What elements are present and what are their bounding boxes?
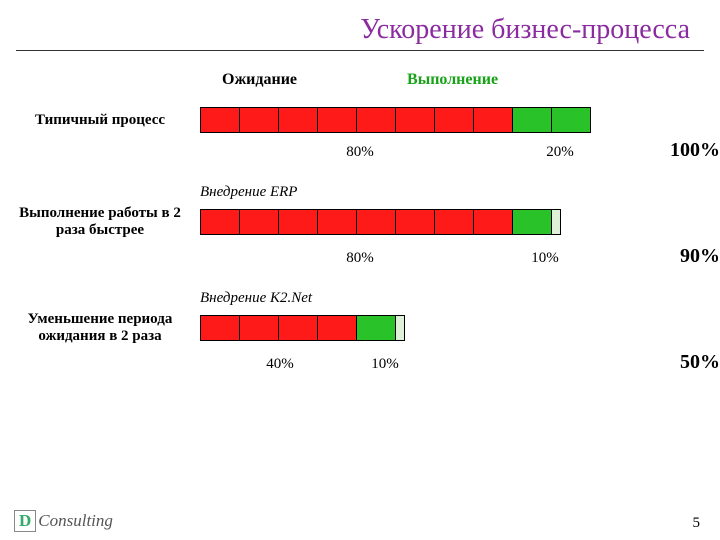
- bar-wrap: [200, 209, 560, 235]
- bar: [200, 315, 404, 341]
- bar-cell: [512, 107, 552, 133]
- row-label: Выполнение работы в 2 раза быстрее: [0, 205, 200, 239]
- row-total: 90%: [650, 245, 720, 268]
- sub-right-pct: 20%: [520, 144, 600, 161]
- sub-right-pct: 10%: [520, 250, 570, 267]
- row-total: 100%: [650, 139, 720, 162]
- bar-cell: [356, 315, 396, 341]
- bar-cell: [278, 107, 318, 133]
- bar-cell: [473, 209, 513, 235]
- section-label: Внедрение ERP: [200, 184, 720, 201]
- bar-wrap: [200, 315, 404, 341]
- legend-wait-label: Ожидание: [222, 71, 297, 89]
- chart-row: Выполнение работы в 2 раза быстрее: [0, 205, 720, 239]
- bar-cell: [395, 107, 435, 133]
- bar-wrap: [200, 107, 590, 133]
- page-number: 5: [693, 515, 701, 532]
- chart-rows: Типичный процесс80%20%100%Внедрение ERPВ…: [0, 107, 720, 374]
- logo: DConsulting: [14, 510, 113, 532]
- sub-left-pct: 80%: [200, 144, 520, 161]
- sub-left-pct: 40%: [200, 356, 360, 373]
- logo-text: Consulting: [38, 511, 113, 530]
- bar-cell: [551, 209, 561, 235]
- bar: [200, 209, 560, 235]
- bar-cell: [317, 107, 357, 133]
- chart-row: Уменьшение периода ожидания в 2 раза: [0, 311, 720, 345]
- bar-cell: [239, 209, 279, 235]
- sub-row: 80%10% 90%: [0, 245, 720, 268]
- page-title: Ускорение бизнес-процесса: [0, 0, 720, 50]
- sub-row: 40%10% 50%: [0, 351, 720, 374]
- footer: DConsulting 5: [14, 510, 700, 532]
- bar-cell: [356, 107, 396, 133]
- row-label: Типичный процесс: [0, 112, 200, 129]
- bar: [200, 107, 590, 133]
- sub-row: 80%20% 100%: [0, 139, 720, 162]
- legend: Ожидание Выполнение: [0, 71, 720, 89]
- sub-right-pct: 10%: [360, 356, 410, 373]
- bar-cell: [200, 209, 240, 235]
- legend-wait: Ожидание: [222, 71, 297, 89]
- bar-cell: [200, 107, 240, 133]
- bar-cell: [278, 315, 318, 341]
- bar-cell: [512, 209, 552, 235]
- bar-cell: [317, 209, 357, 235]
- row-label: Уменьшение периода ожидания в 2 раза: [0, 311, 200, 345]
- section-label: Внедрение K2.Net: [200, 290, 720, 307]
- bar-cell: [551, 107, 591, 133]
- legend-exec: Выполнение: [407, 71, 498, 89]
- bar-cell: [278, 209, 318, 235]
- bar-cell: [395, 209, 435, 235]
- bar-cell: [239, 315, 279, 341]
- bar-cell: [434, 209, 474, 235]
- bar-cell: [473, 107, 513, 133]
- bar-cell: [317, 315, 357, 341]
- sub-left-pct: 80%: [200, 250, 520, 267]
- bar-cell: [395, 315, 405, 341]
- row-total: 50%: [650, 351, 720, 374]
- bar-cell: [434, 107, 474, 133]
- title-text: Ускорение бизнес-процесса: [360, 14, 690, 45]
- title-underline: [16, 50, 704, 51]
- bar-cell: [239, 107, 279, 133]
- logo-badge: D: [14, 510, 36, 532]
- chart-row: Типичный процесс: [0, 107, 720, 133]
- bar-cell: [200, 315, 240, 341]
- bar-cell: [356, 209, 396, 235]
- legend-exec-label: Выполнение: [407, 71, 498, 89]
